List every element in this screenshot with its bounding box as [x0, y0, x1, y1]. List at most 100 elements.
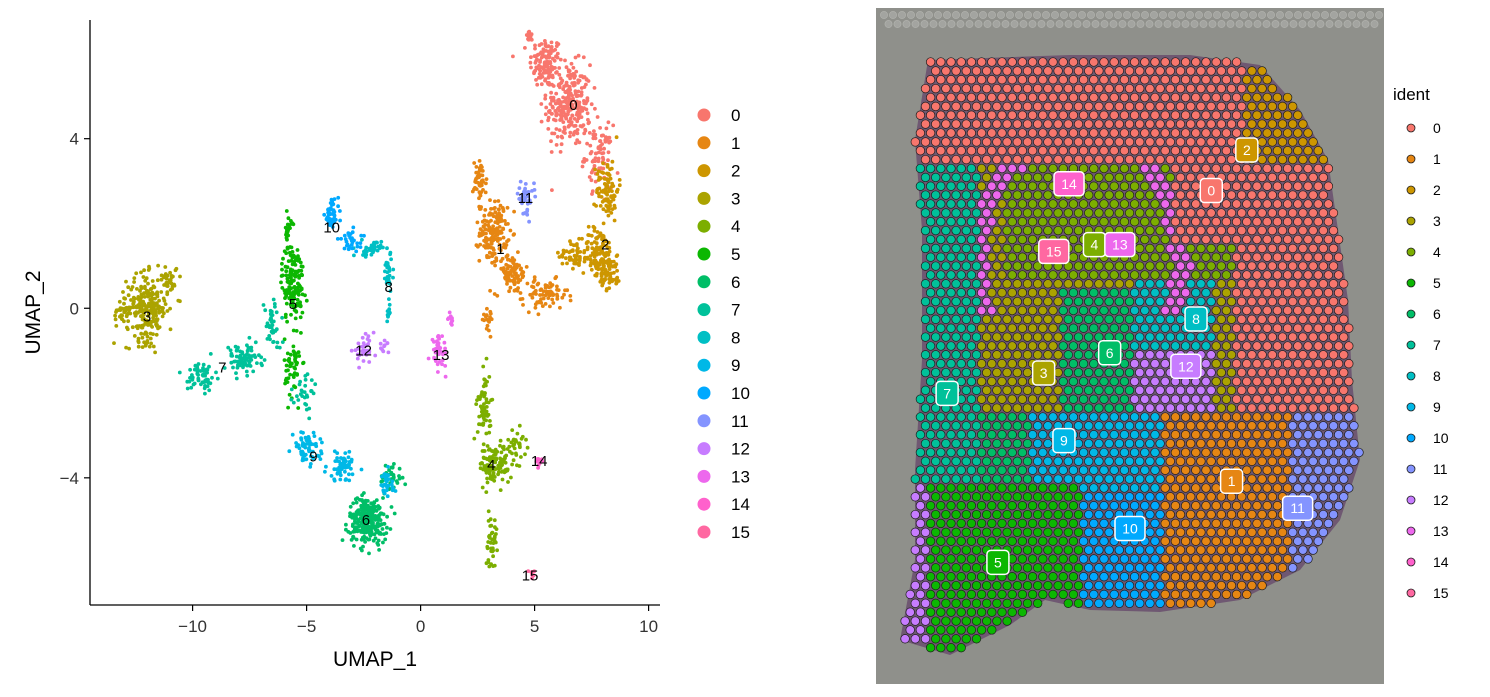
- tissue-spot: [1115, 138, 1124, 147]
- tissue-spot: [1176, 138, 1185, 147]
- umap-point: [510, 452, 514, 456]
- tissue-spot: [921, 244, 930, 253]
- tissue-spot: [1268, 315, 1277, 324]
- umap-point: [289, 222, 293, 226]
- umap-point: [607, 214, 611, 218]
- tissue-spot: [921, 173, 930, 182]
- tissue-spot: [1151, 253, 1160, 262]
- umap-point: [387, 267, 391, 271]
- tissue-spot: [947, 75, 956, 84]
- tissue-spot: [937, 306, 946, 315]
- umap-point: [338, 470, 342, 474]
- tissue-spot: [1304, 395, 1313, 404]
- tissue-spot: [1100, 430, 1109, 439]
- tissue-spot: [947, 430, 956, 439]
- tissue-spot: [1319, 191, 1328, 200]
- tissue-spot: [1258, 368, 1267, 377]
- umap-point: [611, 160, 615, 164]
- tissue-spot: [1345, 448, 1354, 457]
- tissue-spot: [952, 191, 961, 200]
- tissue-spot: [1207, 404, 1216, 413]
- tissue-spot: [962, 67, 971, 76]
- tissue-spot: [1146, 333, 1155, 342]
- umap-point: [533, 44, 537, 48]
- tissue-spot: [1237, 386, 1246, 395]
- umap-point: [270, 320, 274, 324]
- tissue-spot: [962, 244, 971, 253]
- umap-point: [443, 364, 447, 368]
- umap-point: [327, 210, 331, 214]
- tissue-spot: [1212, 359, 1221, 368]
- tissue-spot: [1263, 146, 1272, 155]
- tissue-spot: [1023, 84, 1032, 93]
- umap-point: [529, 55, 533, 59]
- tissue-spot: [982, 386, 991, 395]
- umap-point: [341, 538, 345, 542]
- umap-point: [576, 81, 580, 85]
- capture-dot: [889, 11, 896, 18]
- tissue-spot: [1059, 342, 1068, 351]
- umap-point: [574, 141, 578, 145]
- tissue-spot: [1237, 333, 1246, 342]
- tissue-spot: [972, 67, 981, 76]
- tissue-spot: [1263, 448, 1272, 457]
- umap-point: [576, 132, 580, 136]
- tissue-spot: [1156, 439, 1165, 448]
- tissue-spot: [1074, 368, 1083, 377]
- tissue-spot: [1008, 271, 1017, 280]
- umap-point: [307, 435, 311, 439]
- umap-point: [573, 254, 577, 258]
- tissue-spot: [1324, 217, 1333, 226]
- umap-point: [588, 175, 592, 179]
- tissue-spot: [1018, 253, 1027, 262]
- tissue-spot: [1146, 351, 1155, 360]
- tissue-spot: [1186, 84, 1195, 93]
- tissue-spot: [1294, 111, 1303, 120]
- tissue-spot: [1243, 271, 1252, 280]
- tissue-spot: [1135, 191, 1144, 200]
- tissue-spot: [957, 430, 966, 439]
- umap-legend-label: 5: [731, 245, 740, 264]
- tissue-spot: [1161, 271, 1170, 280]
- tissue-spot: [916, 182, 925, 191]
- tissue-spot: [1273, 93, 1282, 102]
- umap-point: [366, 507, 370, 511]
- tissue-spot: [1166, 297, 1175, 306]
- tissue-spot: [982, 439, 991, 448]
- umap-point: [474, 402, 478, 406]
- tissue-spot: [1217, 155, 1226, 164]
- tissue-spot: [1171, 200, 1180, 209]
- tissue-spot: [1003, 67, 1012, 76]
- umap-point: [303, 293, 307, 297]
- tissue-spot: [1120, 75, 1129, 84]
- umap-point: [350, 538, 354, 542]
- tissue-spot: [1105, 404, 1114, 413]
- umap-point: [485, 327, 489, 331]
- tissue-spot: [1288, 404, 1297, 413]
- umap-point: [437, 334, 441, 338]
- umap-point: [147, 265, 151, 269]
- umap-point: [304, 378, 308, 382]
- umap-point: [257, 353, 261, 357]
- umap-point: [354, 250, 358, 254]
- tissue-spot: [1278, 173, 1287, 182]
- umap-point: [157, 311, 161, 315]
- tissue-spot: [1079, 93, 1088, 102]
- tissue-spot: [1197, 262, 1206, 271]
- tissue-spot: [1141, 342, 1150, 351]
- tissue-spot: [1064, 368, 1073, 377]
- tissue-spot: [1273, 129, 1282, 138]
- umap-point: [496, 231, 500, 235]
- tissue-spot: [931, 297, 940, 306]
- tissue-spot: [1090, 164, 1099, 173]
- tissue-spot: [1028, 271, 1037, 280]
- tissue-spot: [1018, 235, 1027, 244]
- tissue-spot: [972, 173, 981, 182]
- tissue-spot: [1044, 439, 1053, 448]
- tissue-spot: [1278, 404, 1287, 413]
- tissue-spot: [1207, 84, 1216, 93]
- tissue-spot: [1181, 75, 1190, 84]
- tissue-spot: [1100, 413, 1109, 422]
- tissue-spot: [1125, 457, 1134, 466]
- tissue-spot: [1105, 262, 1114, 271]
